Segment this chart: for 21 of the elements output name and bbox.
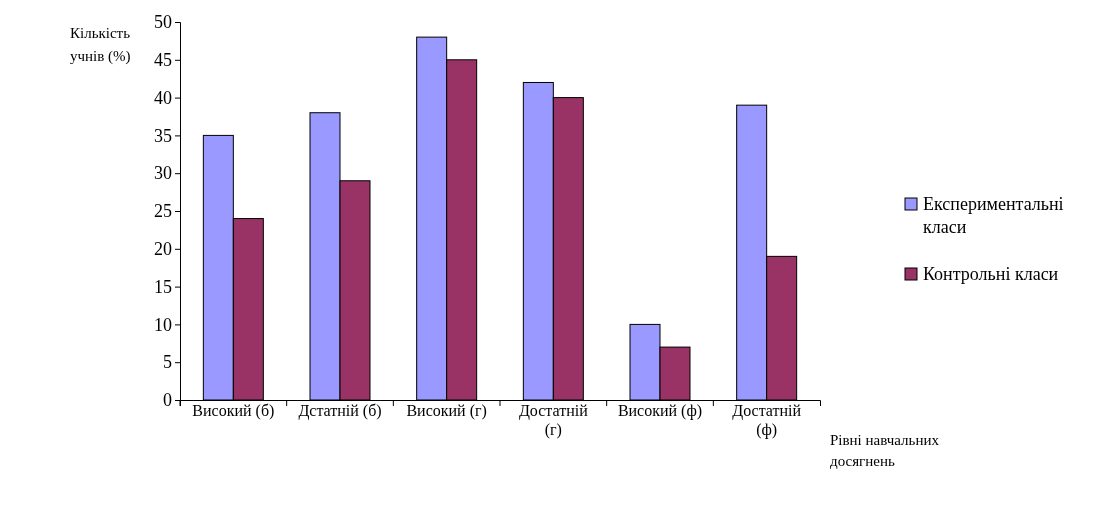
y-tick-label: 0: [163, 390, 172, 411]
y-tick-label: 15: [154, 276, 172, 297]
y-tick-label: 20: [154, 239, 172, 260]
x-tick-label: Високий (г): [406, 402, 487, 420]
x-axis-title: Рівні навчальних досягнень: [830, 432, 940, 469]
x-tick-label: Високий (б): [192, 402, 275, 420]
y-axis-title: Кількість учнів (%): [70, 25, 131, 65]
legend-label: Експериментальні класи: [923, 194, 1064, 238]
y-tick-label: 30: [154, 163, 172, 184]
y-tick-label: 10: [154, 314, 172, 335]
x-tick-label: Достатній (г): [518, 402, 589, 440]
y-tick-label: 40: [154, 87, 172, 108]
x-tick-label: Дстатній (б): [298, 402, 382, 420]
y-tick-label: 25: [154, 201, 172, 222]
x-tick-label: Високий (ф): [617, 402, 703, 420]
y-tick-label: 35: [154, 125, 172, 146]
y-tick-label: 50: [154, 12, 172, 33]
y-tick-label: 45: [154, 50, 172, 71]
legend-label: Контрольні класи: [923, 264, 1059, 284]
y-tick-label: 5: [163, 352, 172, 373]
x-tick-label: Достатній (ф): [732, 402, 802, 440]
